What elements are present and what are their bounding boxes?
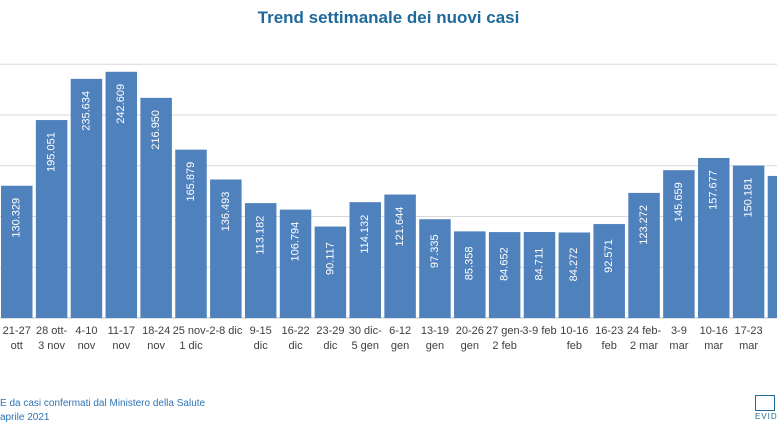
category-label: 18-24 (142, 325, 170, 337)
category-label: 16-22 (281, 325, 309, 337)
category-label: 17-23 (735, 325, 763, 337)
bar (663, 170, 695, 318)
bar (593, 224, 625, 318)
category-label: mar (669, 340, 688, 352)
bar (175, 149, 207, 318)
category-label: 20-26 (456, 325, 484, 337)
bar-value-label: 145.659 (673, 182, 685, 222)
category-label: 2 feb (492, 340, 516, 352)
bar (488, 232, 521, 318)
bar (70, 78, 103, 319)
bar-value-label: 235.634 (80, 91, 92, 131)
category-label: dic (323, 340, 338, 352)
bar-value-label: 84.652 (499, 247, 511, 281)
category-label: 3 nov (38, 340, 65, 352)
category-label: 24 feb- (627, 325, 662, 337)
category-label: 21-27 (3, 325, 31, 337)
bars (1, 71, 777, 319)
bar (35, 120, 68, 318)
bar-value-label: 165.879 (185, 162, 197, 202)
category-label: 3-9 (671, 325, 687, 337)
bar-value-label: 150.181 (743, 178, 755, 218)
bar-value-label: 242.609 (115, 84, 127, 124)
category-label: 28 ott- (36, 325, 68, 337)
bar-value-label: 121.644 (394, 207, 406, 247)
source-note: E da casi confermati dal Ministero della… (0, 398, 206, 409)
bar (210, 179, 242, 318)
category-label: nov (147, 340, 165, 352)
category-label: 4-10 (75, 325, 97, 337)
bar (628, 192, 660, 318)
bar (279, 209, 312, 318)
category-label: 16-23 (595, 325, 623, 337)
category-label: gen (391, 340, 409, 352)
category-label: 30 dic- (349, 325, 382, 337)
bar (767, 175, 777, 318)
category-label: gen (461, 340, 479, 352)
logo-mark (755, 395, 775, 411)
category-label: mar (739, 340, 758, 352)
category-label: nov (112, 340, 130, 352)
bar-value-label: 216.950 (150, 110, 162, 150)
category-label: 10-16 (700, 325, 728, 337)
category-label: 2-8 dic (209, 325, 243, 337)
category-label: ott (11, 340, 23, 352)
bar (558, 232, 591, 318)
bar-value-label: 195.051 (46, 132, 58, 172)
bar-value-label: 123.272 (638, 205, 650, 245)
category-label: nov (78, 340, 96, 352)
value-labels: 130.329 195.051 235.634 242.609 216.950 165.8… (11, 84, 755, 281)
bar (314, 226, 347, 318)
bar-value-label: 157.677 (708, 170, 720, 210)
bar-value-label: 92.571 (603, 239, 615, 273)
bar (698, 157, 730, 318)
category-label: 5 gen (351, 340, 379, 352)
category-label: dic (254, 340, 269, 352)
bar (1, 185, 33, 318)
category-label: 9-15 (250, 325, 272, 337)
evidence-logo: EVID (755, 395, 777, 425)
bar-value-label: 106.794 (289, 222, 301, 262)
category-label: dic (289, 340, 304, 352)
bar-value-label: 130.329 (11, 198, 23, 238)
bar (454, 231, 486, 318)
bar (140, 97, 172, 318)
category-label: 2 mar (630, 340, 658, 352)
category-label: 1 dic (179, 340, 203, 352)
category-label: feb (602, 340, 617, 352)
bar-value-label: 97.335 (429, 234, 441, 268)
bar-value-label: 84.711 (533, 248, 545, 281)
category-label: 6-12 (389, 325, 411, 337)
chart-title: Trend settimanale dei nuovi casi (257, 8, 520, 27)
category-label: mar (704, 340, 723, 352)
category-label: feb (567, 340, 582, 352)
category-label: 27 gen- (486, 325, 524, 337)
bar-value-label: 84.272 (568, 248, 580, 282)
bar (523, 232, 556, 318)
bar-value-label: 85.358 (464, 247, 476, 281)
category-label: 25 nov- (173, 325, 210, 337)
category-label: gen (426, 340, 444, 352)
bar (349, 202, 381, 318)
bar (384, 194, 416, 318)
bar (105, 71, 138, 319)
bar (244, 203, 277, 318)
bar-value-label: 113.182 (255, 216, 267, 255)
category-label: 11-17 (108, 325, 135, 337)
category-label: 23-29 (316, 325, 344, 337)
category-label: 13-19 (421, 325, 449, 337)
category-label: 3-9 feb (522, 325, 556, 337)
bar-value-label: 90.117 (324, 242, 336, 275)
category-label: 10-16 (560, 325, 588, 337)
category-labels: 21-27 ott 28 ott- 3 nov 4-10 nov 11-17 nov 18-24… (3, 325, 763, 352)
bar (419, 219, 451, 318)
bar-value-label: 136.493 (220, 192, 232, 232)
bar-value-label: 114.132 (359, 215, 371, 254)
logo-text: EVID (755, 412, 777, 421)
date-note: aprile 2021 (0, 412, 50, 423)
bar (732, 165, 765, 318)
